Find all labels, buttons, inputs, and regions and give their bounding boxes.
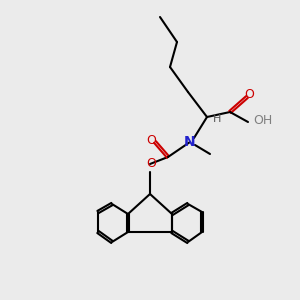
- Text: OH: OH: [253, 115, 272, 128]
- Text: O: O: [244, 88, 254, 101]
- Text: O: O: [146, 157, 156, 170]
- Text: N: N: [184, 135, 196, 149]
- Text: H: H: [213, 114, 221, 124]
- Text: O: O: [146, 134, 156, 148]
